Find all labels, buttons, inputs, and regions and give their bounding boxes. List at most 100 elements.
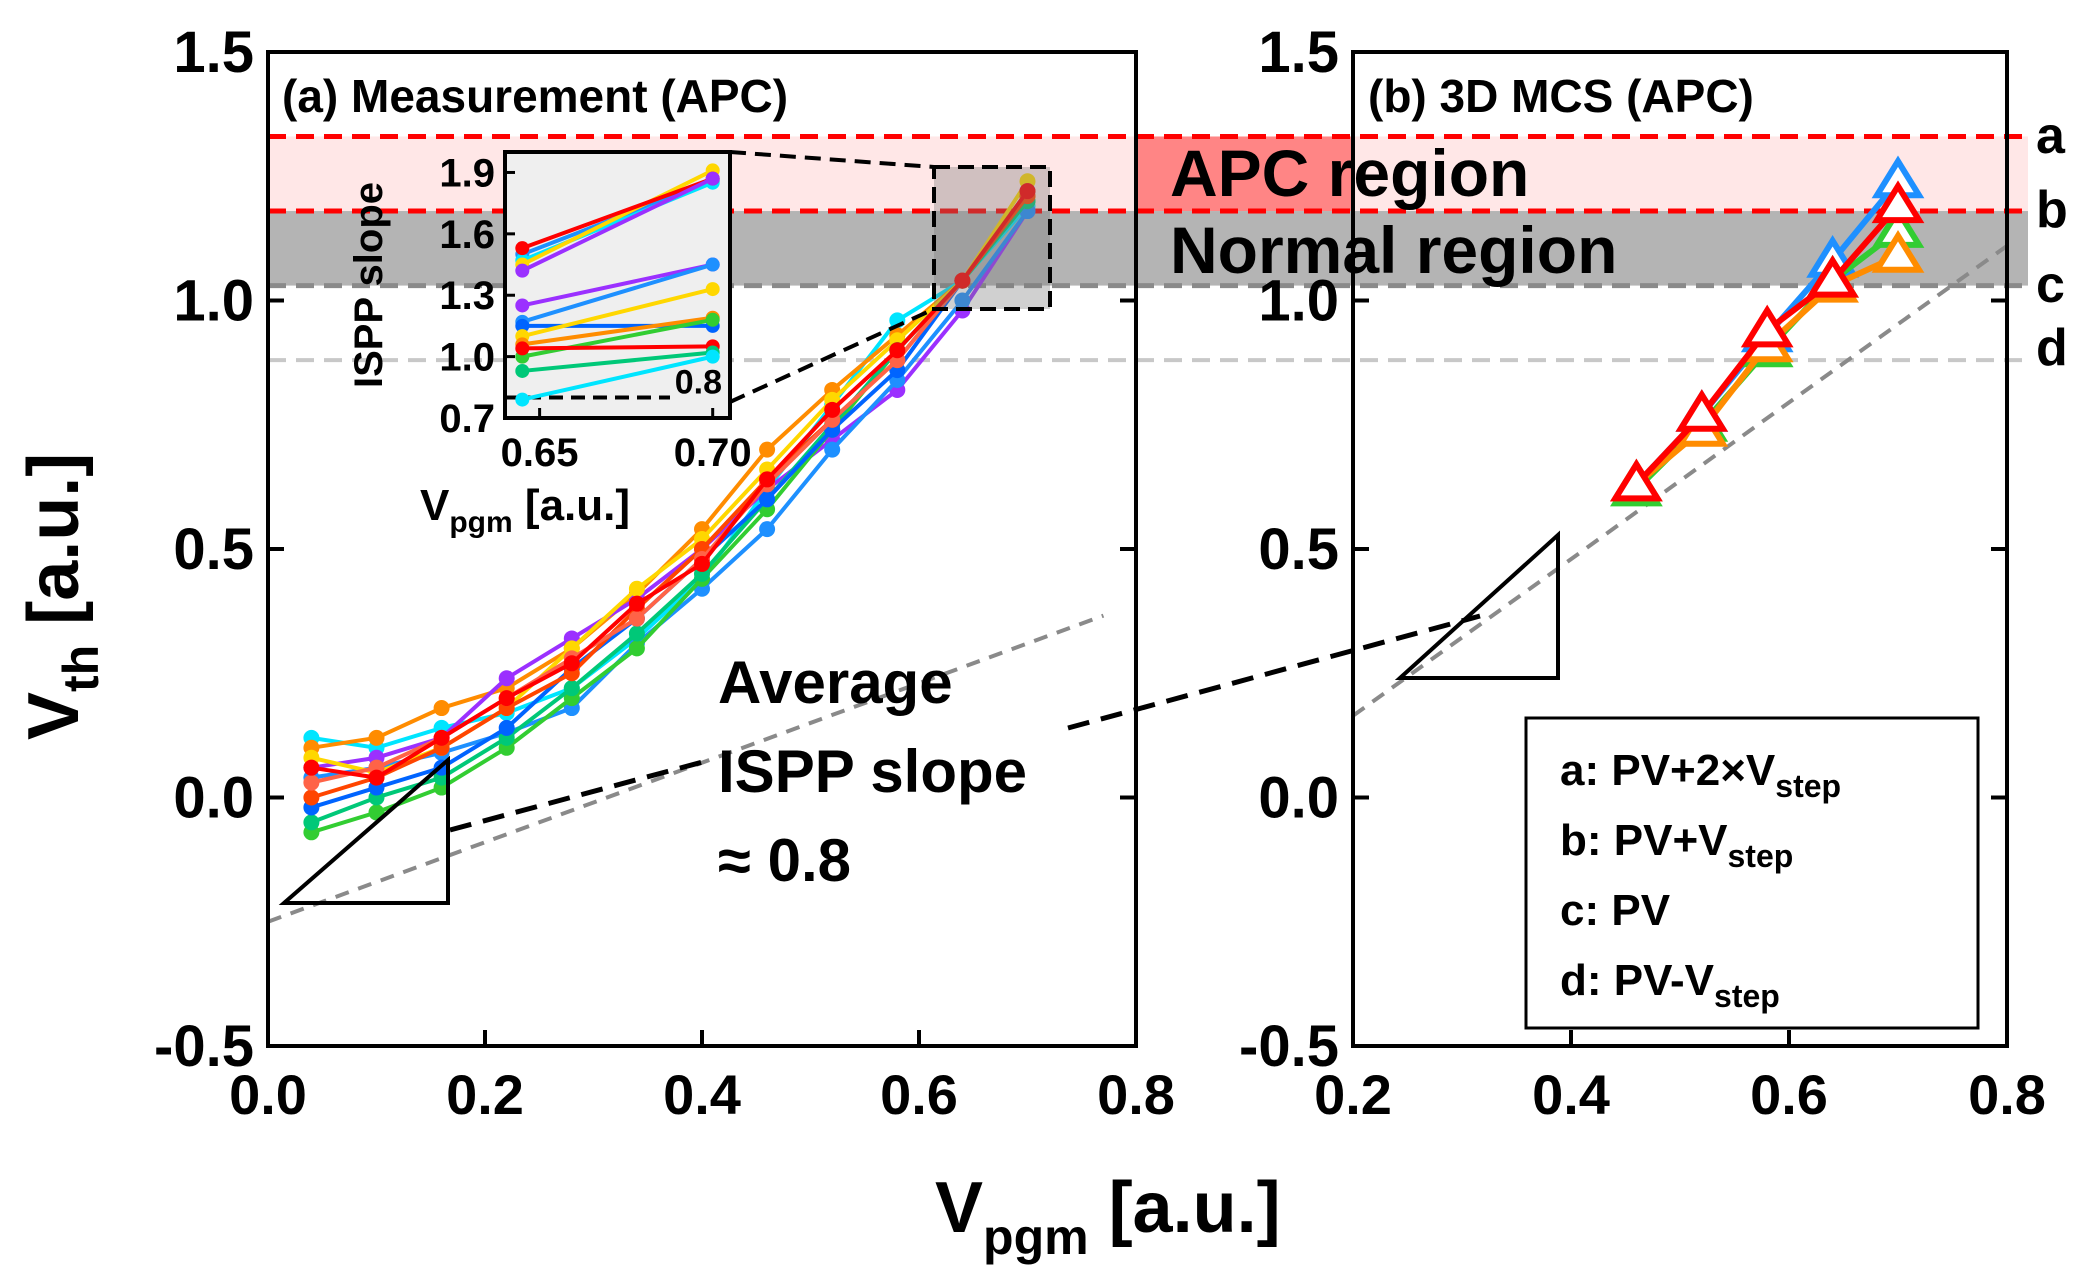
series-b-marker-2 [1871,230,1925,273]
level-c-label: c [2036,256,2065,314]
inset-ytick-label: 0.7 [439,397,495,441]
panel-b-ytick-label: -0.5 [1239,1014,1339,1079]
legend-item-d: d: PV-Vstep [1560,956,1780,1014]
inset-point-6 [705,257,720,272]
panel-a-ytick-label: 1.5 [173,20,254,85]
legend-item-b: b: PV+Vstep [1560,816,1793,874]
inset-line-13 [521,354,714,402]
series-a-point-10 [368,769,385,786]
slope-triangle-right [1394,530,1560,680]
panel-b-xtick-label: 0.4 [1532,1063,1610,1126]
series-a-point-10 [433,729,450,746]
inset-point-3 [515,241,530,256]
panel-a-ytick-label: -0.5 [154,1014,254,1079]
series-a-point-9 [628,610,645,627]
series-a-point-4 [628,580,645,597]
series-a-point-10 [759,471,776,488]
legend-item-a: a: PV+2×Vstep [1560,746,1841,804]
inset-line-10 [521,317,714,359]
panel-a-plot: 0.0 0.2 0.4 0.6 0.8-0.50.00.51.01.5 [154,20,1175,1126]
avg-slope-line2: ISPP slope [718,738,1027,805]
apc-region-label: APC region [1170,136,1529,210]
panel-b-ytick-label: 1.0 [1258,269,1339,334]
panel-a-xtick-label: 0.4 [663,1063,741,1126]
series-a-line-10 [311,189,1030,780]
panel-a-title: (a) Measurement (APC) [282,70,788,122]
series-a-point-6 [628,625,645,642]
series-a-point-10 [498,690,515,707]
inset-line-11 [522,344,713,351]
series-a-point-2 [498,670,515,687]
avg-slope-line1: Average [718,649,953,716]
series-a-point-8 [303,789,320,806]
inset-point-12 [515,363,530,378]
panel-b-ytick-label: 1.5 [1258,20,1339,85]
inset-point-13 [515,392,530,407]
series-a-point-1 [368,729,385,746]
slope-triangle-left [278,755,450,905]
apc-band-highlight [1136,136,1353,212]
panel-b-xtick-label: 0.2 [1314,1063,1392,1126]
series-a-point-5 [628,640,645,657]
series-b-marker-3 [1610,458,1663,502]
series-a-point-9 [303,774,320,791]
inset-x-label: Vpgm [a.u.] [420,481,630,539]
inset-plot: 0.7 1.0 1.3 1.6 1.9 0.65 0.70 0.8 ISPP slope Vpgm… [347,150,752,539]
inset-line-2 [521,168,714,267]
series-a-point-3 [824,441,841,458]
inset-reference-label: 0.8 [675,364,722,402]
series-a-point-10 [824,401,841,418]
series-a-point-10 [1019,183,1036,200]
panel-b-ytick-label: 0.5 [1258,517,1339,582]
series-b-line-2 [1634,253,1900,487]
inset-line-4 [521,176,714,273]
series-a-point-10 [303,759,320,776]
inset-point-13 [705,349,720,364]
level-b-label: b [2036,181,2068,239]
inset-point-4 [515,263,530,278]
panel-a-xtick-label: 0.2 [446,1063,524,1126]
series-a-point-6 [563,680,580,697]
inset-ytick-label: 1.3 [439,274,495,318]
normal-region-label: Normal region [1170,213,1617,287]
series-a-point-1 [433,700,450,717]
panel-a-ytick-label: 1.0 [173,269,254,334]
inset-xtick-label: 0.70 [674,431,752,475]
inset-ytick-label: 1.6 [439,213,495,257]
panel-a-ytick-label: 0.5 [173,517,254,582]
avg-slope-line3: ≈ 0.8 [718,827,851,894]
legend-item-c: c: PV [1560,886,1671,935]
inset-line-5 [521,262,714,308]
inset-line-12 [522,350,713,373]
inset-line-6 [521,262,714,324]
series-a-point-1 [759,441,776,458]
series-a-point-7 [759,491,776,508]
inset-point-10 [705,312,720,327]
series-a-point-3 [759,521,776,538]
panel-a-ytick-label: 0.0 [173,766,254,831]
inset-ytick-label: 1.9 [439,151,495,195]
x-axis-label: Vpgm [a.u.] [935,1168,1281,1265]
series-b-marker-3 [1871,180,1925,224]
panel-b-xtick-label: 0.8 [1968,1063,2046,1126]
fit-line-b [1351,244,2009,718]
inset-y-label: ISPP slope [347,182,391,388]
legend-box [1524,716,1980,1030]
inset-ytick-label: 1.0 [439,336,495,380]
zoom-connector-top [729,150,935,169]
series-a-line-0 [311,204,1030,750]
inset-point-5 [515,298,530,313]
panel-a-xtick-label: 0.0 [229,1063,307,1126]
panel-b-ytick-label: 0.0 [1258,766,1339,831]
series-b-marker-3 [1740,304,1794,348]
inset-point-11 [515,341,530,356]
callout-line-left [449,757,711,833]
series-a-point-7 [498,719,515,736]
series-b-marker-3 [1806,254,1859,298]
panel-a-xtick-label: 0.8 [1097,1063,1175,1126]
panel-a-xtick-label: 0.6 [880,1063,958,1126]
inset-point-8 [705,282,720,297]
series-a-point-3 [954,292,971,309]
inset-point-4 [705,171,720,186]
